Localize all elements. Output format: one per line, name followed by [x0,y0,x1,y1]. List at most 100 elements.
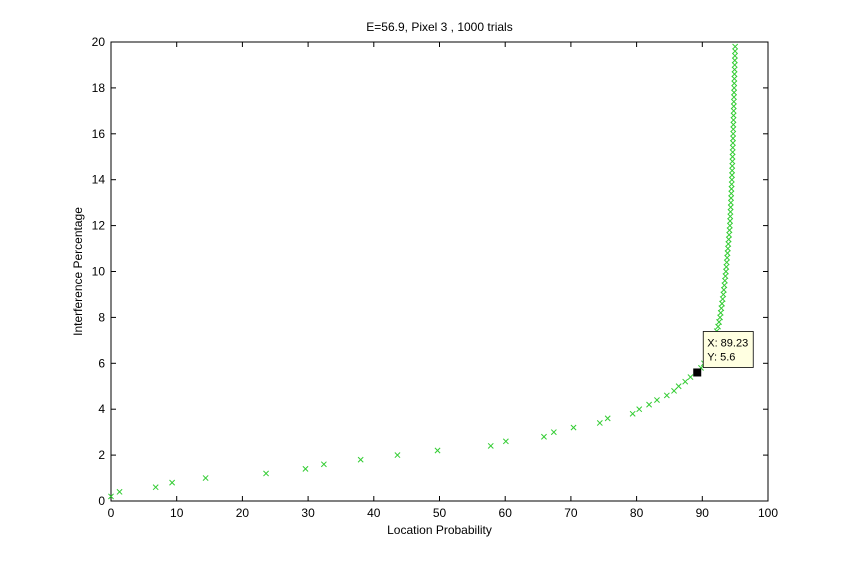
data-point [550,429,557,436]
data-point [725,236,732,243]
data-point [646,401,653,408]
data-point [716,319,723,325]
data-point [687,374,694,381]
data-point [675,383,682,390]
data-point [152,484,159,491]
data-point [671,387,678,394]
data-point [729,167,736,174]
data-point [728,176,735,183]
data-point [730,135,737,142]
plot-area[interactable] [110,41,769,502]
data-point [719,300,725,307]
data-point [570,424,577,431]
data-point [719,296,726,302]
data-point [731,75,738,82]
y-tick-label: 18 [92,81,106,95]
x-tick-label: 0 [108,506,115,520]
data-point [728,195,735,202]
data-point [108,493,114,500]
data-point [434,447,441,454]
data-point [724,250,731,257]
x-tick-label: 100 [758,506,778,520]
data-point [731,80,738,87]
data-point [715,323,722,330]
data-point [730,130,737,137]
y-tick-label: 2 [98,448,105,462]
data-point [731,94,737,101]
data-point [502,438,509,445]
data-point [730,98,737,105]
y-tick-label: 6 [98,356,105,370]
data-point [726,231,733,238]
data-point [727,199,734,206]
data-point [731,61,738,68]
data-point [604,415,611,422]
x-tick-label: 50 [433,506,447,520]
data-point [731,84,738,91]
data-point [730,103,737,110]
data-point [394,452,401,459]
datatip[interactable]: X: 89.23 Y: 5.6 [693,331,754,377]
data-point [202,475,209,482]
data-point [320,461,327,468]
data-point [654,397,660,403]
data-point [730,117,737,123]
data-point [722,268,729,275]
datatip-x-text: X: 89.23 [707,337,748,349]
datatip-box[interactable] [702,331,754,368]
data-point [724,245,731,252]
data-point [727,218,734,224]
data-point [729,149,736,156]
data-point [730,107,737,114]
x-axis-label: Location Probability [387,523,492,537]
y-tick-label: 14 [92,173,106,187]
data-point [732,48,738,55]
data-point [732,43,739,50]
data-point [302,465,309,472]
data-point [682,378,689,385]
x-tick-label: 20 [236,506,250,520]
data-point [596,420,603,426]
data-point [728,181,735,188]
x-tick-label: 70 [564,506,578,520]
y-tick-label: 4 [98,402,105,416]
data-point [663,392,670,399]
x-axis: 0 10 20 30 40 50 60 70 80 90 100 [108,42,778,520]
data-point [357,456,364,463]
data-point [636,406,643,413]
data-point [729,162,736,169]
data-point [487,442,494,449]
chart-title: E=56.9, Pixel 3 , 1000 trials [366,20,512,34]
x-tick-label: 40 [367,506,381,520]
data-point [729,140,736,146]
data-point [727,208,734,215]
data-point [629,410,636,417]
data-point [717,314,723,321]
datatip-marker[interactable] [693,368,702,377]
data-point [727,213,734,220]
data-point [717,309,724,316]
data-point [730,126,737,133]
data-point [729,144,736,151]
datatip-y-text: Y: 5.6 [707,351,735,363]
x-tick-label: 90 [696,506,710,520]
data-point [731,57,738,64]
data-point [116,488,123,495]
x-tick-label: 30 [301,506,315,520]
data-point [731,71,738,78]
data-point [728,185,735,192]
y-tick-label: 12 [92,219,106,233]
data-point [727,204,734,211]
data-point [169,479,176,486]
data-point [725,241,732,247]
y-axis-label: Interference Percentage [71,207,85,336]
data-point [729,153,736,160]
x-tick-label: 60 [499,506,513,520]
data-point [726,227,733,234]
data-point [729,172,735,179]
x-tick-label: 80 [630,506,644,520]
data-point [718,305,725,312]
data-point [731,52,738,59]
y-tick-label: 0 [98,494,105,508]
